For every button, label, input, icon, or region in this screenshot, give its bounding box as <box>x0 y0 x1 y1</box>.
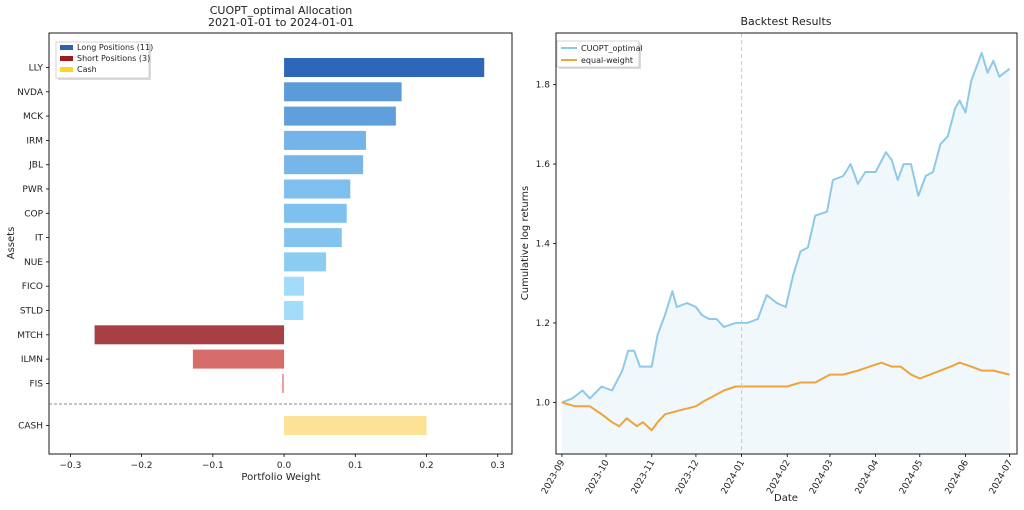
backtest-y-tick-labels: 1.0 1.2 1.4 1.6 1.8 <box>536 81 556 408</box>
bar-mtch <box>94 325 285 345</box>
bar-cash <box>284 416 427 435</box>
legend-label-cash: Cash <box>77 65 97 74</box>
bar-stld <box>284 301 304 320</box>
y-tick-label: LLY <box>29 64 44 74</box>
y-tick-label: IT <box>35 234 44 244</box>
bar-lly <box>284 58 485 77</box>
y-tick-label: IRM <box>26 136 43 146</box>
y-tick-label: PWR <box>22 185 43 195</box>
legend-label-short: Short Positions (3) <box>77 54 150 63</box>
allocation-x-tick-labels: −0.3 −0.2 −0.1 0.0 0.1 0.2 0.3 <box>59 454 505 471</box>
y-tick-label: 1.2 <box>536 319 550 329</box>
x-tick-label: −0.1 <box>202 461 224 471</box>
y-tick-label: FIS <box>29 379 43 389</box>
legend-swatch-long <box>60 45 73 50</box>
series-line-0 <box>561 51 1011 404</box>
x-tick-label: 0.0 <box>277 461 292 471</box>
bar-cop <box>284 203 347 223</box>
x-tick-label: 0.2 <box>419 461 433 471</box>
backtest-series <box>561 51 1011 455</box>
y-tick-label: CASH <box>18 422 43 432</box>
backtest-x-axis-label: Date <box>774 493 798 504</box>
y-tick-label: 1.6 <box>536 160 551 170</box>
y-tick-label: STLD <box>20 307 43 317</box>
allocation-legend: Long Positions (11) Short Positions (3) … <box>55 41 153 80</box>
x-tick-label: −0.3 <box>59 461 81 471</box>
y-tick-label: 1.8 <box>536 81 551 91</box>
y-tick-label: MCK <box>23 112 44 122</box>
bar-mck <box>284 106 396 126</box>
series-line-1 <box>561 361 1010 432</box>
allocation-bars <box>94 58 485 435</box>
bar-ilmn <box>192 349 285 369</box>
y-tick-label: MTCH <box>17 331 43 341</box>
backtest-y-axis-label: Cumulative log returns <box>520 186 531 300</box>
bar-irm <box>284 130 366 150</box>
y-tick-label: FICO <box>22 282 43 292</box>
y-tick-label: COP <box>24 209 43 219</box>
allocation-subtitle: 2021-01-01 to 2024-01-01 <box>208 16 354 29</box>
y-tick-label: 1.4 <box>536 240 551 250</box>
legend-label-equal-weight: equal-weight <box>581 56 633 65</box>
series-area-0 <box>561 52 1010 455</box>
bar-fis <box>281 373 285 393</box>
y-tick-label: NVDA <box>17 88 44 98</box>
legend-label-cuopt: CUOPT_optimal <box>581 44 643 53</box>
y-tick-label: NUE <box>24 258 43 268</box>
bar-pwr <box>284 179 351 199</box>
allocation-chart: CUOPT_optimal Allocation 2021-01-01 to 2… <box>6 4 513 483</box>
x-tick-label: −0.2 <box>131 461 153 471</box>
allocation-x-axis-label: Portfolio Weight <box>241 472 320 483</box>
bar-fico <box>284 276 305 296</box>
y-tick-label: 1.0 <box>536 398 551 408</box>
x-tick-label: 0.1 <box>348 461 362 471</box>
legend-box <box>556 40 640 68</box>
bar-nvda <box>284 82 402 102</box>
backtest-legend: CUOPT_optimal equal-weight <box>556 40 643 69</box>
bar-it <box>284 228 342 248</box>
allocation-plot-frame <box>48 32 513 455</box>
allocation-title: CUOPT_optimal Allocation <box>210 4 353 17</box>
bar-nue <box>284 252 327 272</box>
bar-jbl <box>284 155 364 175</box>
legend-label-long: Long Positions (11) <box>77 43 153 52</box>
allocation-y-axis-label: Assets <box>6 227 17 260</box>
legend-swatch-cash <box>60 67 73 72</box>
legend-swatch-short <box>60 56 73 61</box>
x-tick-label: 0.3 <box>491 461 505 471</box>
backtest-title: Backtest Results <box>740 15 831 28</box>
y-tick-label: ILMN <box>21 355 43 365</box>
allocation-y-tick-labels: LLY NVDA MCK IRM JBL PWR COP IT NUE FICO STLD MTCH I… <box>17 64 49 432</box>
y-tick-label: JBL <box>28 161 43 171</box>
